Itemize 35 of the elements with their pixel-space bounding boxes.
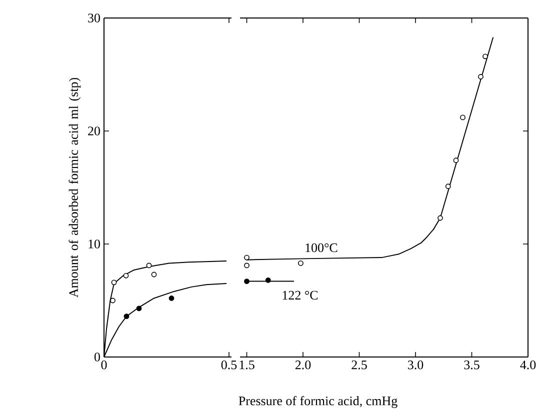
point — [460, 114, 466, 120]
x-tick-label: 3.5 — [464, 360, 480, 370]
x-tick-label: 0.5 — [221, 360, 237, 370]
point — [151, 272, 157, 278]
point — [146, 262, 152, 268]
x-tick-label: 2.0 — [295, 360, 311, 370]
point — [265, 277, 271, 283]
x-tick-label: 4.0 — [520, 360, 536, 370]
x-tick-label: 0 — [101, 360, 107, 370]
point — [168, 296, 174, 301]
point — [244, 278, 250, 284]
point — [244, 262, 250, 268]
x-tick-label: 1.5 — [240, 360, 254, 370]
y-tick-label: 10 — [88, 240, 100, 248]
point — [482, 54, 488, 60]
point — [124, 314, 130, 320]
point — [244, 254, 250, 260]
point — [445, 184, 451, 190]
y-tick-label: 20 — [88, 126, 100, 136]
point — [298, 260, 304, 266]
point — [123, 272, 129, 278]
annotation: 122 °C — [282, 290, 318, 300]
point — [438, 215, 443, 221]
y-tick-label: 0 — [94, 352, 100, 362]
point — [111, 280, 117, 286]
annotation: 100°C — [306, 243, 338, 252]
x-axis-title: Pressure of formic acid, cmHg — [238, 396, 398, 408]
point — [136, 306, 142, 312]
x-tick-label: 3.0 — [408, 360, 424, 370]
y-axis-title: Amount of adsorbed formic acid ml (stp) — [68, 78, 81, 298]
point — [110, 298, 116, 304]
point — [478, 74, 484, 80]
point — [453, 158, 459, 164]
y-tick-label: 30 — [88, 14, 100, 22]
x-tick-label: 2.5 — [352, 360, 367, 370]
